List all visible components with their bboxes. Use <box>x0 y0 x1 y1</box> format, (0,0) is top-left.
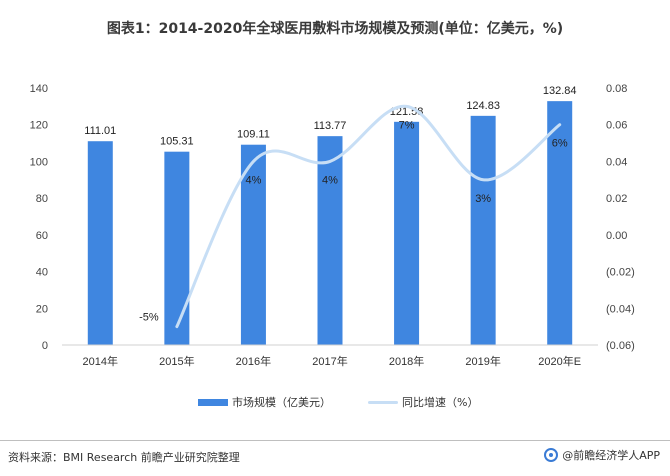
line-data-label: 4% <box>322 174 338 186</box>
left-axis-tick-label: 0 <box>42 340 48 352</box>
bar <box>470 115 496 346</box>
footer-divider <box>0 440 670 441</box>
bar <box>240 144 266 345</box>
left-axis-tick-label: 80 <box>36 193 48 205</box>
bar-data-label: 124.83 <box>466 100 500 112</box>
bar <box>394 121 420 345</box>
x-axis-tick-label: 2020年E <box>538 354 581 368</box>
source-note: 资料来源：BMI Research 前瞻产业研究院整理 <box>8 451 240 464</box>
bar <box>164 151 190 345</box>
line-series: -5% 4% 4% 7% 3% 6% <box>139 104 568 329</box>
left-axis-tick-label: 40 <box>36 267 48 279</box>
line-data-label: 6% <box>552 138 568 150</box>
brand-label: @前瞻经济学人APP <box>562 449 660 462</box>
brand-logo-icon <box>544 448 559 462</box>
x-axis-tick-label: 2016年 <box>236 354 271 368</box>
growth-line <box>175 104 562 329</box>
bar-data-label: 105.31 <box>160 136 194 148</box>
line-data-label: -5% <box>139 312 159 324</box>
right-axis-tick-label: 0.04 <box>606 156 627 168</box>
legend-item-market-size: 市场规模（亿美元） <box>198 394 331 410</box>
left-axis-tick-label: 60 <box>36 230 48 242</box>
x-axis-tick-label: 2017年 <box>312 354 347 368</box>
right-axis-tick-label: 0.08 <box>606 83 627 95</box>
right-axis-tick-label: 0.00 <box>606 230 627 242</box>
right-axis-tick-label: (0.04) <box>606 303 635 315</box>
line-data-label: 3% <box>475 193 491 205</box>
bar-data-label: 109.11 <box>237 129 270 141</box>
left-axis-tick-label: 140 <box>30 83 48 95</box>
left-axis-tick-label: 100 <box>30 156 48 168</box>
left-axis-tick-label: 120 <box>30 120 48 132</box>
legend-bar-swatch <box>198 398 228 406</box>
line-data-label: 4% <box>245 174 261 186</box>
x-axis-tick-label: 2018年 <box>389 354 424 368</box>
right-axis-tick-label: (0.06) <box>606 340 635 352</box>
right-axis-tick-label: (0.02) <box>606 267 635 279</box>
right-axis-tick-label: 0.06 <box>606 120 627 132</box>
chart-title: 图表1：2014-2020年全球医用敷料市场规模及预测(单位：亿美元，%) <box>106 21 564 37</box>
left-axis-tick-label: 20 <box>36 303 48 315</box>
bar <box>87 141 113 345</box>
bar-data-label: 111.01 <box>84 125 116 137</box>
x-axis-tick-label: 2014年 <box>83 354 118 368</box>
bar-data-label: 132.84 <box>543 85 577 97</box>
line-data-label: 7% <box>399 119 415 131</box>
brand-mark: @前瞻经济学人APP <box>544 447 660 463</box>
right-axis-tick-label: 0.02 <box>606 193 627 205</box>
right-axis: (0.06) (0.04) (0.02) 0.00 0.02 0.04 0.06 0.08 <box>606 83 635 352</box>
x-axis: 2014年 2015年 2016年 2017年 2018年 2019年 2020年E <box>62 344 598 368</box>
bar <box>317 136 343 345</box>
bar <box>547 101 573 346</box>
x-axis-tick-label: 2015年 <box>159 354 194 368</box>
legend-line-label: 同比增速（%） <box>402 396 479 409</box>
legend-line-swatch <box>368 400 398 404</box>
legend-item-growth-rate: 同比增速（%） <box>368 394 478 410</box>
bar-data-label: 113.77 <box>314 120 347 132</box>
legend: 市场规模（亿美元） 同比增速（%） <box>0 394 670 410</box>
x-axis-tick-label: 2019年 <box>465 354 500 368</box>
legend-bar-label: 市场规模（亿美元） <box>232 396 331 409</box>
left-axis: 0 20 40 60 80 100 120 140 <box>30 83 48 352</box>
